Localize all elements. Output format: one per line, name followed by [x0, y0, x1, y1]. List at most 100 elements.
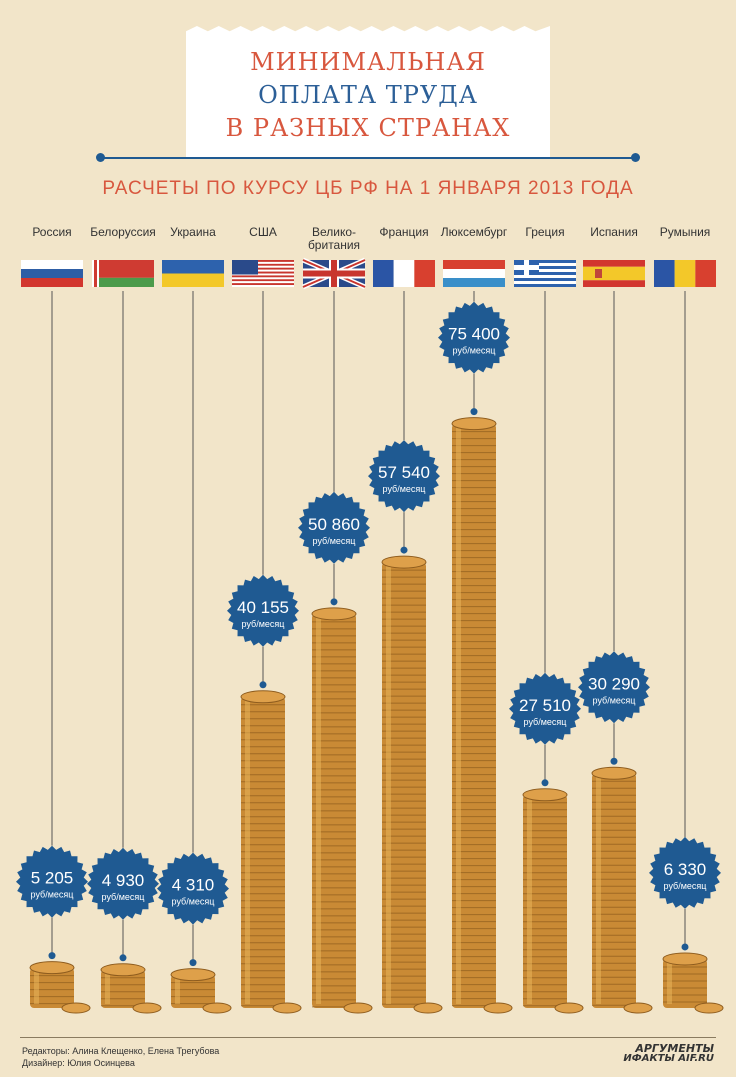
title-card: МИНИМАЛЬНАЯ ОПЛАТА ТРУДА В РАЗНЫХ СТРАНА… — [186, 26, 550, 158]
category-label: Люксембург — [441, 225, 508, 239]
country-1: Белоруссия 4 930 руб/месяц — [87, 225, 162, 1014]
badge-starburst — [16, 845, 88, 918]
flag-usa-icon — [232, 260, 294, 287]
unit-label: руб/месяц — [172, 897, 215, 907]
value-badge: 50 860 руб/месяц — [298, 491, 370, 564]
unit-label: руб/месяц — [383, 484, 426, 494]
flag-russia-icon — [21, 260, 83, 287]
country-0: Россия 5 205 руб/месяц — [16, 225, 91, 1014]
flag-belarus-icon — [92, 260, 154, 287]
flag-ukraine-icon — [162, 260, 224, 287]
connector-dot — [259, 681, 267, 689]
value-badge: 4 310 руб/месяц — [157, 852, 229, 925]
country-7: Греция 27 510 руб/месяц — [509, 225, 584, 1014]
loose-coin — [343, 1002, 373, 1014]
value-label: 4 930 — [102, 871, 145, 890]
value-label: 6 330 — [664, 860, 707, 879]
value-badge: 57 540 руб/месяц — [368, 440, 440, 513]
value-badge: 75 400 руб/месяц — [438, 301, 510, 374]
logo-text-top: АРГУМЕНТЫ — [635, 1042, 714, 1055]
footer-designer: Дизайнер: Юлия Осинцева — [22, 1058, 135, 1068]
loose-coin — [61, 1002, 91, 1014]
category-label: Россия — [32, 225, 71, 239]
loose-coin — [413, 1002, 443, 1014]
coin-top — [381, 555, 427, 569]
country-6: Люксембург 75 400 руб/месяц — [438, 225, 513, 1014]
value-badge: 5 205 руб/месяц — [16, 845, 88, 918]
loose-coin — [483, 1002, 513, 1014]
badge-starburst — [368, 440, 440, 513]
connector-dot — [119, 954, 127, 962]
coin-stack-body — [663, 958, 707, 1008]
badge-starburst — [227, 574, 299, 647]
country-5: Франция 57 540 руб/месяц — [368, 225, 443, 1014]
flag-france-icon — [373, 260, 435, 287]
value-label: 4 310 — [172, 876, 215, 895]
title-line-3: В РАЗНЫХ СТРАНАХ — [225, 114, 511, 142]
category-label: Румыния — [660, 225, 711, 239]
coin-stack-body — [452, 423, 496, 1008]
coin-stack — [240, 690, 302, 1014]
loose-coin — [132, 1002, 162, 1014]
coin-top — [100, 963, 146, 977]
coin-top — [240, 690, 286, 704]
badge-starburst — [157, 852, 229, 925]
badge-starburst — [649, 836, 721, 909]
divider-dot-left — [96, 153, 105, 162]
country-9: Румыния 6 330 руб/месяц — [649, 225, 724, 1014]
title-divider — [100, 157, 636, 159]
loose-coin — [623, 1002, 653, 1014]
flag-spain-icon — [583, 260, 645, 287]
subtitle: РАСЧЕТЫ ПО КУРСУ ЦБ РФ НА 1 ЯНВАРЯ 2013 … — [102, 178, 634, 199]
value-label: 5 205 — [31, 869, 74, 888]
category-label: Белоруссия — [90, 225, 156, 239]
category-label: Франция — [379, 225, 428, 239]
coin-top — [522, 788, 568, 802]
connector-dot — [541, 779, 549, 787]
unit-label: руб/месяц — [593, 695, 636, 705]
coin-stack — [522, 788, 584, 1014]
coin-top — [311, 607, 357, 621]
coin-top — [170, 968, 216, 982]
logo-text-bottom: ИФАКТЫ AIF.RU — [623, 1053, 714, 1064]
category-label: Испания — [590, 225, 638, 239]
coin-stack-body — [382, 562, 426, 1008]
connector-dot — [330, 598, 338, 606]
value-badge: 30 290 руб/месяц — [578, 651, 650, 724]
unit-label: руб/месяц — [453, 346, 496, 356]
footer-divider — [20, 1037, 716, 1038]
category-label: Велико-британия — [308, 225, 360, 252]
country-4: Велико-британия 50 860 руб/месяц — [298, 225, 373, 1014]
coin-top — [451, 417, 497, 431]
coin-stack — [591, 766, 653, 1014]
category-label: США — [249, 225, 277, 239]
value-label: 57 540 — [378, 463, 430, 482]
flag-greece-icon — [514, 260, 576, 287]
value-label: 27 510 — [519, 696, 571, 715]
connector-dot — [48, 952, 56, 960]
loose-coin — [272, 1002, 302, 1014]
divider-dot-right — [631, 153, 640, 162]
badge-starburst — [509, 672, 581, 745]
flag-luxembourg-icon — [443, 260, 505, 287]
badge-starburst — [87, 847, 159, 920]
coin-top — [29, 961, 75, 975]
value-badge: 40 155 руб/месяц — [227, 574, 299, 647]
coin-stack-body — [523, 794, 567, 1008]
flag-romania-icon — [654, 260, 716, 287]
title-line-1: МИНИМАЛЬНАЯ — [250, 48, 486, 76]
country-2: Украина 4 310 руб/месяц — [157, 225, 232, 1014]
unit-label: руб/месяц — [242, 619, 285, 629]
value-badge: 27 510 руб/месяц — [509, 672, 581, 745]
unit-label: руб/месяц — [524, 717, 567, 727]
category-label: Украина — [170, 225, 216, 239]
unit-label: руб/месяц — [31, 890, 74, 900]
coin-stack-body — [30, 967, 74, 1008]
value-label: 75 400 — [448, 325, 500, 344]
coin-top — [662, 952, 708, 966]
value-badge: 4 930 руб/месяц — [87, 847, 159, 920]
coin-stack — [170, 968, 232, 1014]
aif-logo[interactable]: АРГУМЕНТЫ ИФАКТЫ AIF.RU — [623, 1043, 714, 1064]
